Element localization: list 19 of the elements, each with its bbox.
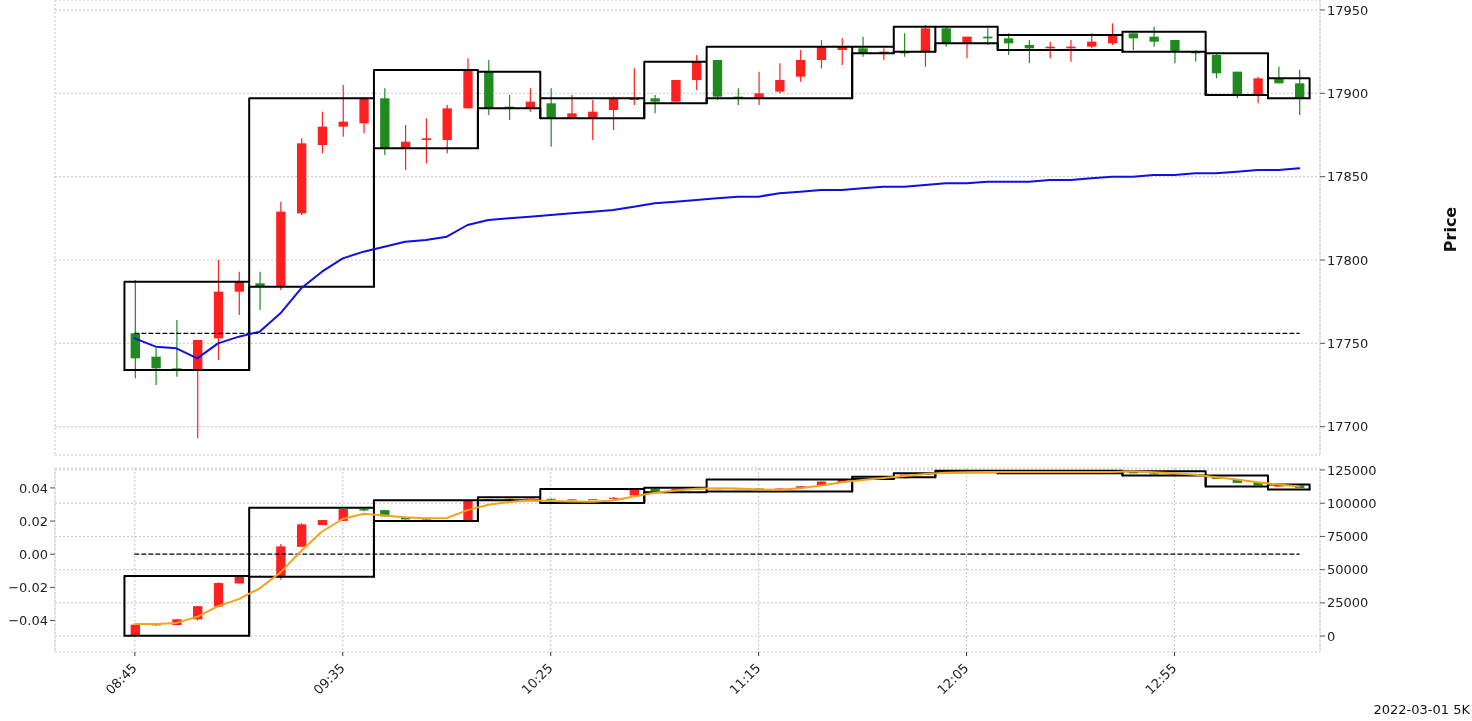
y2-tick-label: 0.04 [19, 480, 48, 496]
y2-tick-label: −0.04 [8, 613, 48, 629]
y-tick-label: 0 [1327, 628, 1336, 644]
y-tick-label: 17900 [1327, 85, 1369, 101]
y-axis-title: Price [1440, 205, 1460, 255]
y-tick-label: 17850 [1327, 169, 1369, 185]
y-tick-label: 100000 [1327, 495, 1377, 511]
y-tick-label: 17700 [1327, 419, 1369, 435]
y-tick-label: 17800 [1327, 252, 1369, 268]
y-tick-label: 17950 [1327, 2, 1369, 18]
text: 2022-03-01 5K [1373, 702, 1470, 717]
y2-tick-label: −0.02 [8, 579, 48, 595]
y-tick-label: 75000 [1327, 529, 1369, 545]
y2-tick-label: 0.00 [19, 546, 48, 562]
y-tick-label: 25000 [1327, 595, 1369, 611]
y-tick-label: 50000 [1327, 562, 1369, 578]
y-tick-label: 125000 [1327, 462, 1377, 478]
y2-tick-label: 0.02 [19, 513, 48, 529]
y-tick-label: 17750 [1327, 335, 1369, 351]
